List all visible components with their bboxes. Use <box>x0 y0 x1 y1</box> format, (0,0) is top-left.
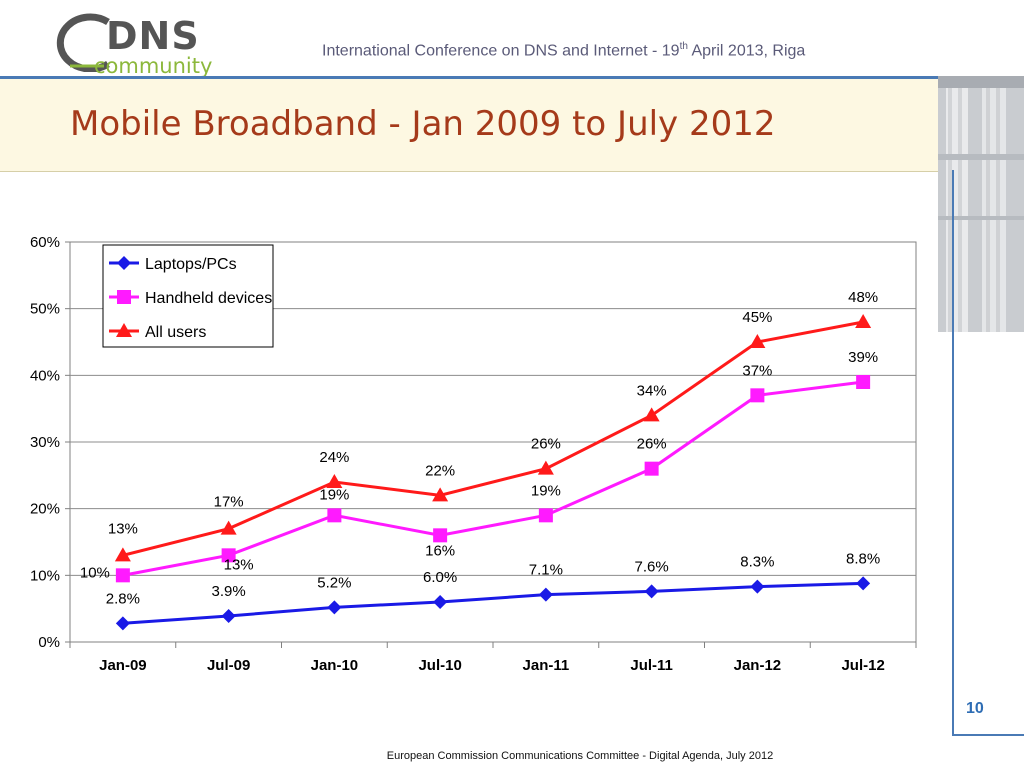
y-tick-label: 20% <box>30 501 60 518</box>
data-label: 45% <box>742 309 772 326</box>
data-point <box>114 547 131 562</box>
data-point <box>749 334 766 348</box>
slide-title: Mobile Broadband - Jan 2009 to July 2012 <box>70 104 776 144</box>
legend-swatch-marker <box>116 323 132 337</box>
data-point <box>327 508 342 523</box>
x-tick-label: Jul-11 <box>630 657 673 674</box>
y-tick-label: 0% <box>38 634 60 651</box>
data-label: 22% <box>425 462 455 479</box>
data-label: 6.0% <box>423 569 457 586</box>
conference-superscript: th <box>679 41 688 52</box>
data-label: 19% <box>531 482 561 499</box>
series-line <box>122 581 864 625</box>
x-tick-label: Jan-10 <box>311 657 359 674</box>
data-point <box>856 375 871 389</box>
series-line <box>122 320 864 557</box>
x-tick-label: Jul-09 <box>207 657 250 674</box>
page-number: 10 <box>966 700 984 717</box>
data-label: 24% <box>319 449 349 466</box>
data-point <box>221 548 236 563</box>
data-point <box>537 460 554 475</box>
data-label: 16% <box>425 542 455 559</box>
x-tick-label: Jan-12 <box>734 657 782 674</box>
data-point <box>115 568 130 583</box>
data-point <box>856 576 871 591</box>
data-label: 39% <box>848 349 878 366</box>
data-point <box>750 388 765 403</box>
legend-label: Laptops/PCs <box>145 256 237 273</box>
y-tick-label: 40% <box>30 367 60 384</box>
data-label: 8.3% <box>740 554 774 571</box>
logo-arc-icon <box>56 13 110 72</box>
data-point <box>220 520 237 535</box>
conference-text: International Conference on DNS and Inte… <box>322 42 680 60</box>
data-point <box>644 461 659 476</box>
mobile-broadband-line-chart: 0% 10% 20% 30% 40% 50% 60% Jan-09 Jul-09 Jan-10 Ju… <box>30 234 917 674</box>
data-label: 37% <box>742 362 772 379</box>
data-label: 13% <box>108 520 138 537</box>
y-tick-label: 60% <box>30 234 60 251</box>
data-label: 5.2% <box>317 574 351 591</box>
logo-dns-text: DNS <box>106 14 200 58</box>
data-point <box>326 474 343 488</box>
series-line <box>122 380 864 577</box>
legend-label: All users <box>145 324 206 341</box>
data-point <box>538 587 553 602</box>
data-point <box>855 314 872 328</box>
data-point <box>538 508 553 523</box>
legend-swatch-marker <box>117 256 131 270</box>
data-label: 26% <box>531 436 561 453</box>
dns-community-logo: DNS community <box>56 8 236 78</box>
footer-text: European Commission Communications Commi… <box>386 750 774 762</box>
right-divider <box>952 170 954 736</box>
y-tick-label: 10% <box>30 567 60 584</box>
pillars-image <box>938 76 1024 332</box>
y-tick-label: 50% <box>30 301 60 318</box>
data-point <box>750 579 765 594</box>
y-tick-label: 30% <box>30 434 60 451</box>
data-label: 13% <box>224 556 254 573</box>
data-label: 8.8% <box>846 550 880 567</box>
data-label: 7.1% <box>529 562 563 579</box>
legend-label: Handheld devices <box>145 290 272 307</box>
data-point <box>327 600 342 615</box>
x-tick-label: Jul-10 <box>418 657 461 674</box>
data-point <box>433 595 448 609</box>
title-band <box>0 79 938 172</box>
data-label: 7.6% <box>635 558 669 575</box>
logo-community-text: community <box>94 54 213 78</box>
data-label: 34% <box>637 382 667 399</box>
data-point <box>221 609 236 623</box>
data-point <box>115 616 130 631</box>
data-point <box>644 584 659 599</box>
data-label: 2.8% <box>106 590 140 607</box>
data-label: 10% <box>80 564 110 581</box>
data-point <box>643 407 660 422</box>
data-point <box>433 528 448 543</box>
x-tick-label: Jan-11 <box>523 657 570 674</box>
x-tick-label: Jan-09 <box>99 657 147 674</box>
page-number-rule <box>952 734 1024 736</box>
conference-heading: International Conference on DNS and Inte… <box>322 41 805 60</box>
legend-swatch-marker <box>117 290 131 304</box>
conference-date: April 2013, Riga <box>687 42 806 60</box>
x-tick-label: Jul-12 <box>841 657 884 674</box>
data-label: 19% <box>319 486 349 503</box>
data-label: 3.9% <box>212 583 246 600</box>
data-label: 48% <box>848 289 878 306</box>
header-rule <box>0 76 938 79</box>
data-label: 26% <box>637 436 667 453</box>
data-point <box>432 487 449 502</box>
data-label: 17% <box>214 494 244 511</box>
